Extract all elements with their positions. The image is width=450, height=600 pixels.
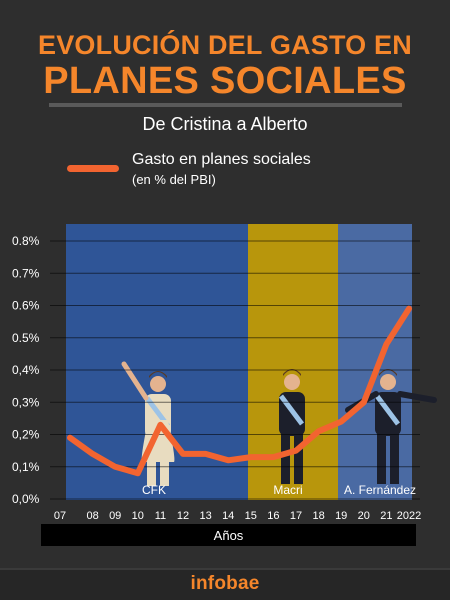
- series-line: [67, 305, 412, 477]
- data-point: [67, 435, 73, 441]
- legend-series-swatch: [67, 165, 119, 172]
- period-label: Macri: [273, 483, 302, 497]
- y-tick-label: 0.6%: [12, 299, 40, 313]
- data-point: [135, 470, 141, 476]
- footer: [0, 568, 450, 600]
- period-labels: CFK Macri A. Fernández: [142, 483, 416, 497]
- data-point: [225, 457, 231, 463]
- data-point: [338, 419, 344, 425]
- y-tick-label: 0.8%: [12, 234, 40, 248]
- y-tick-label: 0,3%: [12, 395, 40, 409]
- data-point: [406, 306, 412, 312]
- macri-figure-hair: [283, 369, 301, 376]
- title-divider: [49, 103, 402, 107]
- chart-title-line-2: PLANES SOCIALES: [43, 60, 407, 102]
- period-label: CFK: [142, 483, 166, 497]
- series-layer: [67, 305, 412, 477]
- data-point: [270, 454, 276, 460]
- x-tick-label: 13: [199, 510, 211, 522]
- fernandez-figure-head: [380, 374, 396, 390]
- y-tick-label: 0,1%: [12, 460, 40, 474]
- x-tick-label: 15: [245, 510, 257, 522]
- x-tick-label: 17: [290, 510, 302, 522]
- macri-figure-right-leg: [294, 434, 303, 484]
- macri-figure-left-leg: [281, 434, 290, 484]
- brand-logo[interactable]: infobae: [190, 573, 260, 594]
- x-tick-label: 12: [177, 510, 189, 522]
- data-point: [316, 428, 322, 434]
- data-point: [248, 454, 254, 460]
- data-point: [361, 399, 367, 405]
- data-point: [112, 464, 118, 470]
- x-tick-label: 2022: [397, 510, 421, 522]
- macri-figure-presidential-sash: [279, 394, 304, 426]
- chart-title-line-1: EVOLUCIÓN DEL GASTO EN: [38, 30, 412, 60]
- x-axis-title-bar: [41, 524, 416, 546]
- y-tick-label: 0.5%: [12, 331, 40, 345]
- x-tick-label: 21: [380, 510, 392, 522]
- data-point: [203, 451, 209, 457]
- x-tick-label: 20: [358, 510, 370, 522]
- fernandez-figure-right-leg: [390, 434, 399, 484]
- x-tick-label: 11: [155, 510, 166, 522]
- macri-figure-head: [284, 374, 300, 390]
- y-tick-label: 0,2%: [12, 428, 40, 442]
- data-point: [293, 448, 299, 454]
- chart-subtitle: De Cristina a Alberto: [142, 114, 308, 134]
- x-axis-title: Años: [213, 528, 244, 543]
- data-point: [180, 451, 186, 457]
- x-tick-label: 14: [222, 510, 234, 522]
- data-point: [383, 341, 389, 347]
- macri-figure: [279, 369, 305, 484]
- footer-divider: [0, 568, 450, 570]
- y-axis-ticks: 0,0% 0,1% 0,2% 0,3% 0,4% 0.5% 0.6% 0.7% 0.8%: [12, 234, 40, 506]
- x-tick-label: 16: [267, 510, 279, 522]
- x-tick-label: 08: [86, 510, 98, 522]
- cfk-figure-hair: [149, 371, 167, 378]
- x-tick-label: 19: [335, 510, 347, 522]
- legend-series-unit: (en % del PBI): [132, 172, 216, 187]
- legend-series-label: Gasto en planes sociales: [132, 151, 311, 168]
- y-tick-label: 0,0%: [12, 492, 40, 506]
- x-tick-label: 09: [109, 510, 121, 522]
- y-tick-label: 0.7%: [12, 266, 40, 280]
- x-tick-label: 18: [312, 510, 324, 522]
- cfk-figure-head: [150, 376, 166, 392]
- period-band-a-fern-ndez: [338, 224, 412, 500]
- fernandez-figure-hair: [379, 369, 397, 376]
- period-label: A. Fernández: [344, 483, 416, 497]
- y-tick-label: 0,4%: [12, 363, 40, 377]
- fernandez-right-arm: [397, 391, 437, 403]
- data-point: [90, 451, 96, 457]
- grid-lines: [50, 240, 420, 500]
- x-tick-label: 07: [54, 510, 66, 522]
- data-point: [157, 422, 163, 428]
- fernandez-figure-left-leg: [377, 434, 386, 484]
- x-tick-label: 10: [132, 510, 144, 522]
- fernandez-figure-presidential-sash: [375, 394, 400, 426]
- x-axis-ticks: 07 08 09 10 11 12 13 14 15 16 17 18 19 20 21 2022: [54, 510, 421, 522]
